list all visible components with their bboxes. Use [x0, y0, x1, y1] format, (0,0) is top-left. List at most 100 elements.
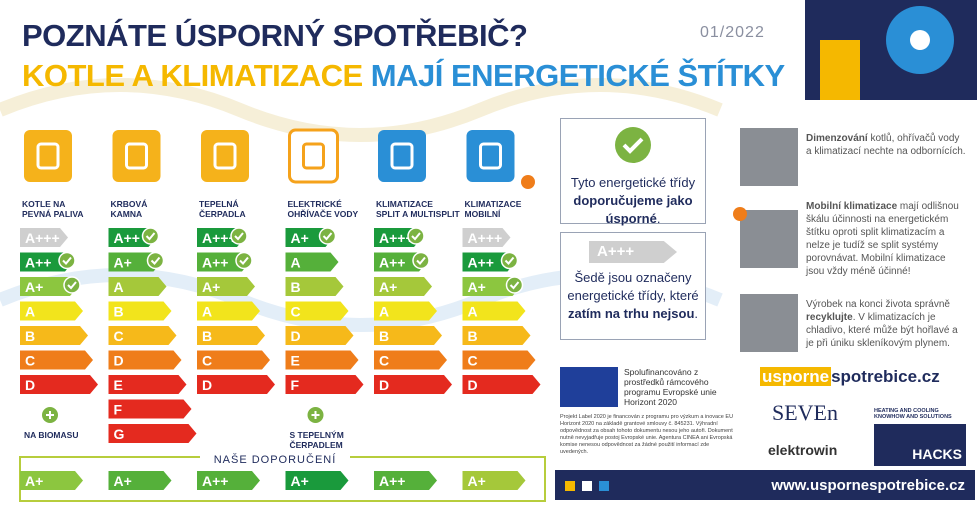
logo: SEVEn — [772, 400, 838, 425]
appliance-icon — [288, 128, 339, 184]
subtitle-part: MAJÍ ENERGETICKÉ ŠTÍTKY — [370, 58, 785, 93]
appliance-icon — [24, 130, 72, 182]
appliance-icon — [112, 130, 161, 182]
class-label: B — [25, 328, 35, 344]
plus-mark — [46, 411, 54, 419]
energy-class — [285, 277, 344, 296]
check-mark — [62, 256, 72, 265]
energy-class — [20, 326, 88, 345]
subtitle: KOTLE A KLIMATIZACE MAJÍ ENERGETICKÉ ŠTÍ… — [22, 58, 785, 94]
logo-part: spotrebice.cz — [831, 367, 940, 386]
column-label: KOTLE NA — [22, 199, 65, 209]
class-label: A — [25, 304, 35, 320]
class-label: A — [379, 304, 389, 320]
energy-class — [197, 326, 265, 345]
energy-class — [285, 252, 339, 272]
class-label: D — [379, 377, 389, 393]
icon-glyph — [125, 142, 148, 170]
tip-bold: Mobilní klimatizace — [806, 201, 898, 212]
tip-icon — [740, 128, 798, 186]
class-label: B — [291, 279, 301, 295]
column-label: ELEKTRICKÉ — [288, 199, 343, 209]
recommended-class — [20, 471, 83, 490]
check-icon — [407, 227, 425, 245]
class-label: C — [25, 353, 35, 369]
icon-glyph — [479, 142, 502, 170]
check-mark — [234, 232, 244, 241]
logo-part: usporne — [760, 367, 832, 386]
tip-text: mají odlišnou škálu účinnosti na energet… — [806, 201, 959, 277]
tip: Výrobek na konci života správně recykluj… — [806, 298, 966, 350]
class-label: E — [114, 377, 123, 393]
energy-class — [374, 301, 437, 321]
class-label: A — [114, 279, 124, 295]
info-text: . — [656, 211, 661, 226]
energy-class — [197, 301, 260, 321]
check-mark — [239, 256, 249, 265]
info-bold: doporučujeme jako úsporné — [573, 193, 693, 226]
recommended-class — [374, 471, 437, 490]
column-label: KRBOVÁ — [111, 199, 148, 209]
class-label: B — [379, 328, 389, 344]
energy-class — [108, 277, 167, 296]
check-mark — [509, 281, 520, 290]
date: 01/2022 — [700, 24, 765, 41]
check-mark — [411, 232, 421, 241]
disclaimer: Projekt Label 2020 je financován z progr… — [560, 414, 734, 455]
column-note: S TEPELNÝM ČERPADLEM — [290, 429, 344, 450]
class-label: D — [202, 377, 212, 393]
recommendation-title-bg — [200, 452, 350, 466]
warning-icon — [521, 175, 535, 189]
energy-class — [108, 424, 197, 443]
energy-class — [374, 277, 432, 296]
class-label: A++ — [379, 473, 405, 489]
check-mark — [416, 256, 426, 265]
note-line: S TEPELNÝM — [290, 429, 344, 440]
appliance-icon — [201, 130, 249, 182]
energy-class — [197, 277, 255, 296]
tip: Dimenzování kotlů, ohřívačů vody a klima… — [806, 132, 966, 158]
column-label: KLIMATIZACE — [376, 199, 433, 209]
logo: HACKS — [874, 424, 966, 466]
energy-class — [20, 228, 68, 247]
logo-tagline: HEATING AND COOLING KNOWHOW AND SOLUTION… — [874, 408, 952, 420]
check-icon — [412, 251, 430, 270]
footer-url: www.uspornespotrebice.cz — [771, 477, 965, 494]
column-label: OHŘÍVAČE VODY — [288, 208, 359, 219]
tip-icon — [740, 294, 798, 352]
class-label: A+++ — [379, 230, 414, 246]
energy-class — [197, 350, 270, 370]
class-label: B — [468, 328, 478, 344]
energy-class — [285, 326, 354, 345]
gray-sample: A+++ — [589, 241, 677, 263]
class-label: C — [291, 304, 301, 320]
note-line: ČERPADLEM — [290, 439, 343, 450]
class-label: C — [379, 353, 389, 369]
appliance-icon — [466, 130, 515, 182]
icon-glyph — [390, 142, 414, 170]
icon-glyph — [36, 142, 60, 170]
energy-class — [462, 326, 531, 345]
class-label: A+ — [25, 473, 43, 489]
tip-bold: recyklujte — [806, 312, 853, 323]
energy-class — [462, 350, 536, 370]
class-label: A++ — [468, 255, 494, 271]
check-mark — [504, 256, 515, 265]
column-note: NA BIOMASU — [24, 430, 78, 440]
info-box: A+++ Šedě jsou označeny energetické tříd… — [560, 232, 706, 340]
tip-icon — [740, 210, 798, 268]
energy-class — [374, 350, 447, 370]
class-label: A+ — [468, 279, 486, 295]
logo: elektrowin — [768, 442, 838, 458]
check-icon — [146, 251, 165, 270]
energy-class — [108, 375, 187, 394]
class-label: E — [291, 353, 300, 369]
energy-class — [285, 350, 359, 370]
logo: usporne spotrebice.cz — [760, 367, 940, 387]
column-label: KAMNA — [111, 209, 143, 219]
recommended-class — [462, 471, 526, 490]
energy-class — [374, 375, 452, 394]
class-label: A+ — [468, 473, 486, 489]
